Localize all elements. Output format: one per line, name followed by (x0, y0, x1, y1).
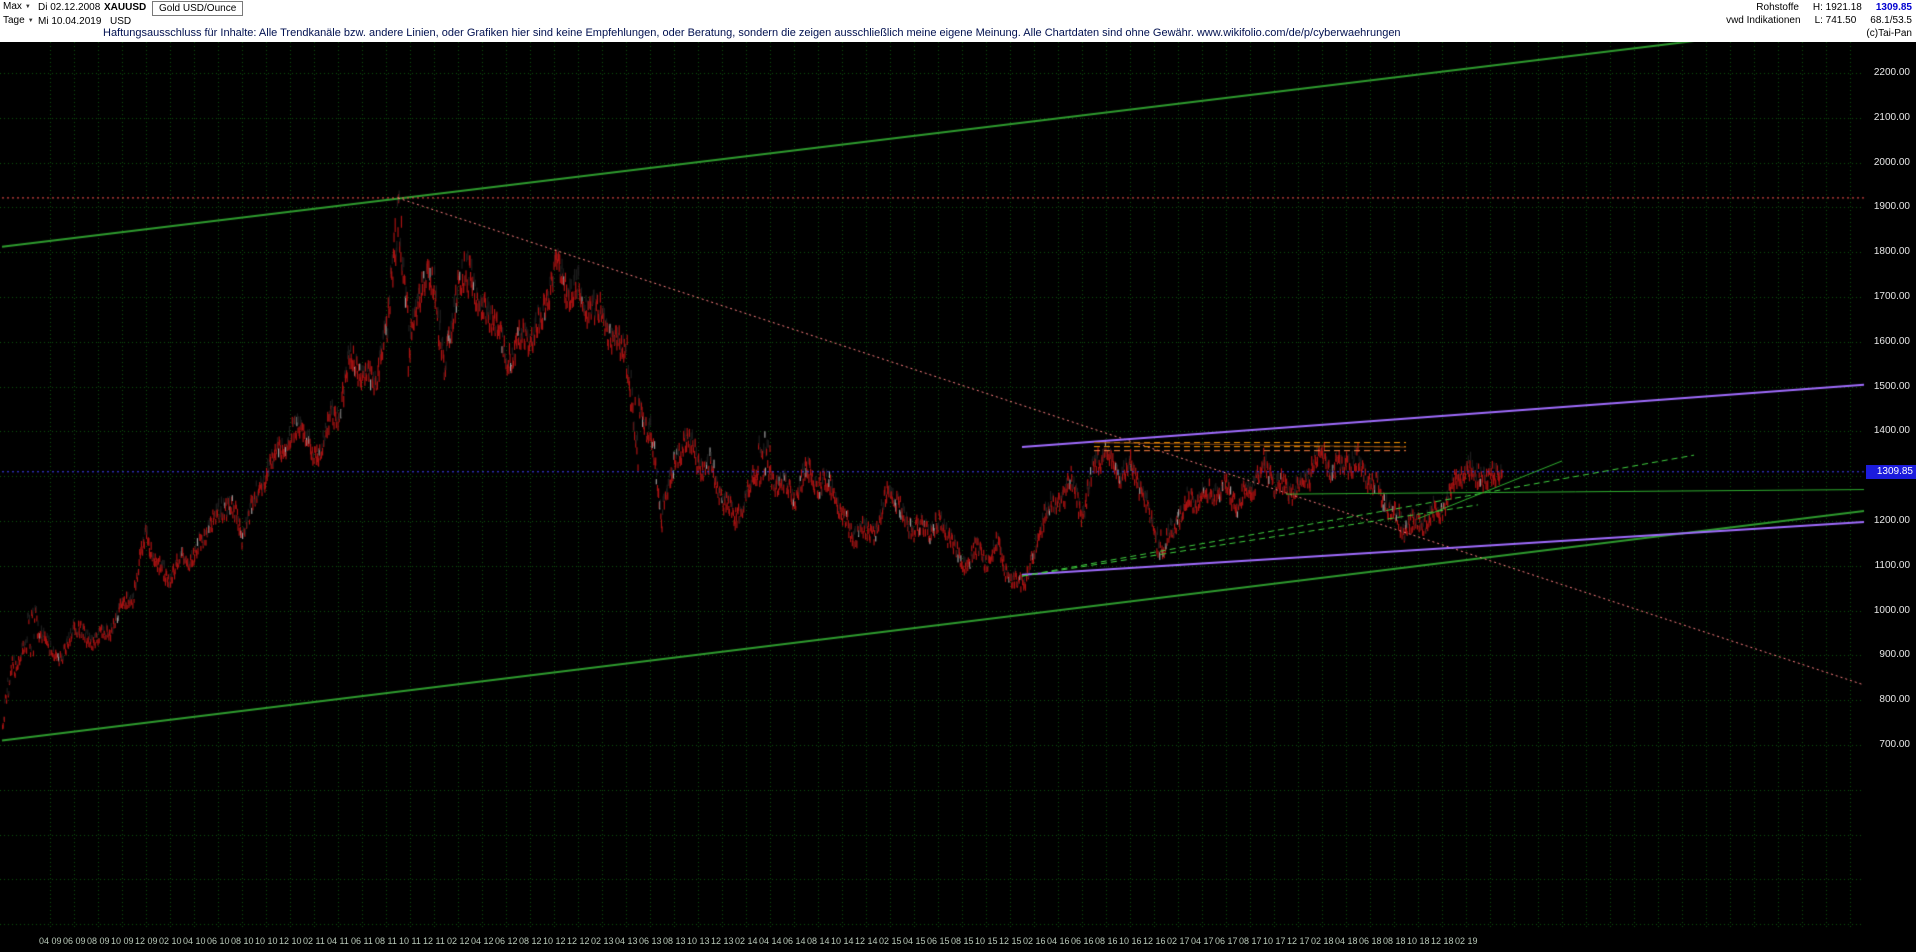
indicator-values: 68.1/53.5 (1870, 15, 1912, 26)
chevron-down-icon: ▼ (27, 17, 34, 24)
instrument-box: Gold USD/Ounce (152, 1, 244, 16)
disclaimer-text: Haftungsausschluss für Inhalte: Alle Tre… (103, 27, 1401, 39)
chevron-down-icon: ▼ (24, 3, 31, 10)
toolbar: Max ▼ Di 02.12.2008 Tage ▼ Mi 10.04.2019… (0, 0, 1916, 42)
period-low: L: 741.50 (1814, 15, 1857, 26)
symbol-label: XAUUSD (104, 2, 147, 13)
currency-label: USD (110, 16, 132, 27)
quote-info: Rohstoffe H: 1921.18 1309.85 vwd Indikat… (1726, 1, 1912, 40)
feed-label: vwd Indikationen (1726, 15, 1801, 26)
current-price-value: 1309.85 (1876, 466, 1913, 478)
last-price: 1309.85 (1875, 2, 1912, 13)
range-dropdown-label: Max (3, 1, 22, 12)
period-dropdown-label: Tage (3, 15, 25, 26)
current-price-tag: 1309.85 (1866, 464, 1916, 479)
start-date[interactable]: Di 02.12.2008 (38, 2, 101, 13)
copyright-label: (c)Tai-Pan (1866, 28, 1912, 39)
period-dropdown[interactable]: Tage ▼ (3, 15, 34, 26)
range-dropdown[interactable]: Max ▼ (3, 1, 31, 12)
period-high: H: 1921.18 (1812, 2, 1862, 13)
end-date[interactable]: Mi 10.04.2019 (38, 16, 102, 27)
category-label: Rohstoffe (1756, 2, 1799, 13)
